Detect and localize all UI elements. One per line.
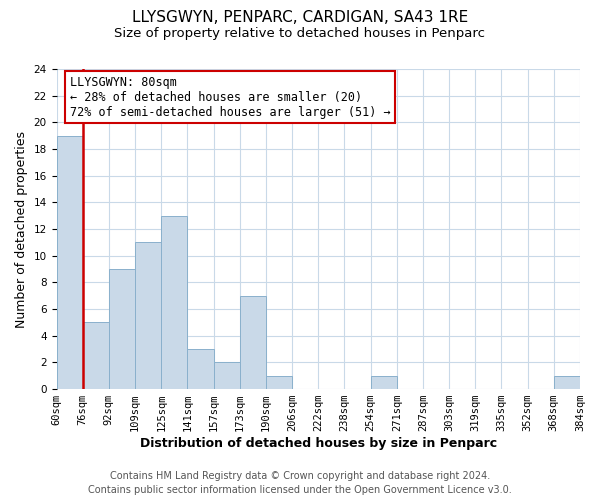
- Bar: [135, 242, 161, 389]
- Text: Contains HM Land Registry data © Crown copyright and database right 2024.
Contai: Contains HM Land Registry data © Crown c…: [88, 471, 512, 495]
- Bar: [240, 296, 266, 389]
- Bar: [554, 376, 580, 389]
- Bar: [109, 269, 135, 389]
- Bar: [214, 362, 240, 389]
- Bar: [83, 322, 109, 389]
- X-axis label: Distribution of detached houses by size in Penparc: Distribution of detached houses by size …: [140, 437, 497, 450]
- Bar: [371, 376, 397, 389]
- Bar: [266, 376, 292, 389]
- Y-axis label: Number of detached properties: Number of detached properties: [15, 130, 28, 328]
- Text: LLYSGWYN, PENPARC, CARDIGAN, SA43 1RE: LLYSGWYN, PENPARC, CARDIGAN, SA43 1RE: [132, 10, 468, 25]
- Bar: [187, 349, 214, 389]
- Bar: [161, 216, 187, 389]
- Bar: [56, 136, 83, 389]
- Text: LLYSGWYN: 80sqm
← 28% of detached houses are smaller (20)
72% of semi-detached h: LLYSGWYN: 80sqm ← 28% of detached houses…: [70, 76, 390, 118]
- Text: Size of property relative to detached houses in Penparc: Size of property relative to detached ho…: [115, 28, 485, 40]
